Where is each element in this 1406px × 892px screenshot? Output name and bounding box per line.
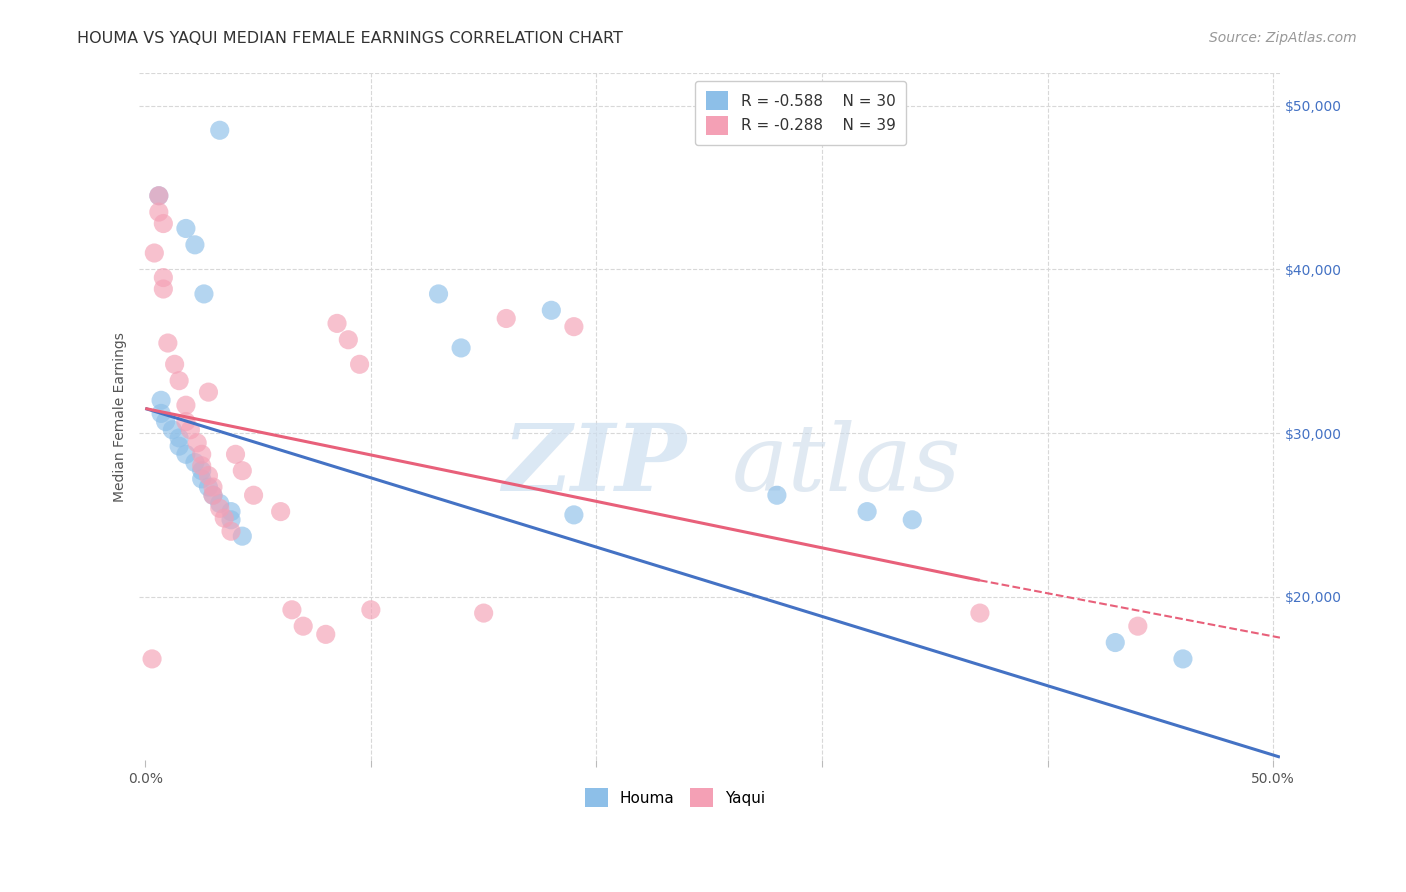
Point [152,282,174,296]
Point [190,447,212,461]
Point [315,627,337,641]
Point [201,480,224,494]
Point [1126,619,1149,633]
Text: atlas: atlas [733,420,962,510]
Point [208,501,231,516]
Point [190,458,212,473]
Point [197,468,219,483]
Point [197,385,219,400]
Point [1104,635,1126,649]
Point [495,311,517,326]
Point [856,505,879,519]
Point [167,431,190,445]
Point [427,287,450,301]
Point [562,508,585,522]
Text: HOUMA VS YAQUI MEDIAN FEMALE EARNINGS CORRELATION CHART: HOUMA VS YAQUI MEDIAN FEMALE EARNINGS CO… [77,31,623,46]
Point [197,480,219,494]
Point [281,603,304,617]
Point [242,488,264,502]
Point [208,496,231,510]
Point [163,357,186,371]
Point [167,439,190,453]
Point [179,423,201,437]
Point [349,357,371,371]
Point [472,606,495,620]
Point [562,319,585,334]
Point [270,505,292,519]
Legend: Houma, Yaqui: Houma, Yaqui [576,780,773,814]
Point [148,188,170,202]
Point [219,524,242,539]
Point [969,606,991,620]
Point [184,456,207,470]
Point [190,464,212,478]
Point [141,652,163,666]
Point [208,123,231,137]
Y-axis label: Median Female Earnings: Median Female Earnings [114,332,128,501]
Point [174,415,197,429]
Point [360,603,382,617]
Point [148,188,170,202]
Point [150,406,173,420]
Point [190,472,212,486]
Point [219,505,242,519]
Point [152,217,174,231]
Point [174,221,197,235]
Point [212,511,235,525]
Point [186,435,208,450]
Point [1171,652,1194,666]
Point [231,529,253,543]
Point [450,341,472,355]
Text: ZIP: ZIP [502,420,686,510]
Text: Source: ZipAtlas.com: Source: ZipAtlas.com [1209,31,1357,45]
Point [193,287,215,301]
Point [148,205,170,219]
Point [540,303,562,318]
Point [156,336,179,351]
Point [174,447,197,461]
Point [201,488,224,502]
Point [143,246,166,260]
Point [225,447,247,461]
Point [184,237,207,252]
Point [337,333,360,347]
Point [152,270,174,285]
Point [901,513,924,527]
Point [326,317,349,331]
Point [219,513,242,527]
Point [155,415,177,429]
Point [766,488,789,502]
Point [167,374,190,388]
Point [231,464,253,478]
Point [162,423,184,437]
Point [292,619,315,633]
Point [150,393,173,408]
Point [174,398,197,412]
Point [201,488,224,502]
